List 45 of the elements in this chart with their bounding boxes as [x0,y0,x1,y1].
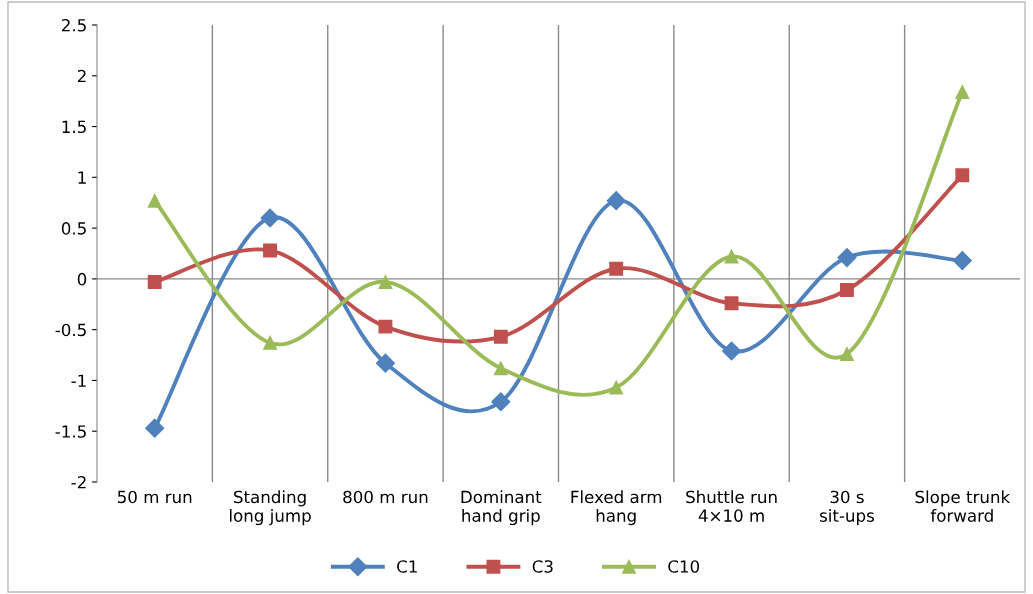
y-tick-label: 0 [77,272,87,286]
point [147,274,162,289]
point [606,191,626,211]
point [837,248,857,268]
y-tick-label: 2.5 [61,18,86,32]
point [375,353,395,373]
x-tick-label: Shuttle run 4×10 m [686,490,777,522]
point [955,85,970,99]
legend-label: C3 [532,560,553,573]
x-tick-label: 800 m run [343,490,428,504]
point [724,249,739,264]
legend-label: C10 [668,560,700,573]
y-tick-label: 0.5 [61,222,86,235]
point [378,319,393,334]
point [145,418,165,438]
y-tick-label: -1 [71,374,86,387]
point [263,243,278,258]
x-tick-label: 30 s sit-ups [820,490,874,526]
x-tick-label: Flexed arm hang [571,490,662,526]
point [724,296,739,311]
x-tick-label: Standing long jump [229,490,311,526]
point [147,193,162,208]
point [378,274,393,289]
x-tick-label: 50 m run [117,490,192,504]
y-tick-label: -1.5 [55,425,86,438]
point [609,380,624,395]
y-tick-label: -2 [71,475,86,489]
legend-label: C1 [397,560,417,573]
point [609,261,624,276]
point [493,361,508,376]
point [952,251,972,271]
y-tick-label: 1.5 [62,120,86,134]
point [491,392,511,412]
point [955,168,970,183]
point [260,208,280,228]
point [263,335,278,350]
point [839,283,854,298]
y-tick-label: 2 [77,69,86,83]
y-tick-label: -0.5 [55,323,86,337]
point [722,341,742,361]
x-tick-label: Dominant hand grip [461,490,542,526]
y-tick-label: 1 [78,171,86,184]
x-tick-label: Slope trunk forward [915,490,1011,522]
point [839,347,854,361]
point [493,329,508,344]
